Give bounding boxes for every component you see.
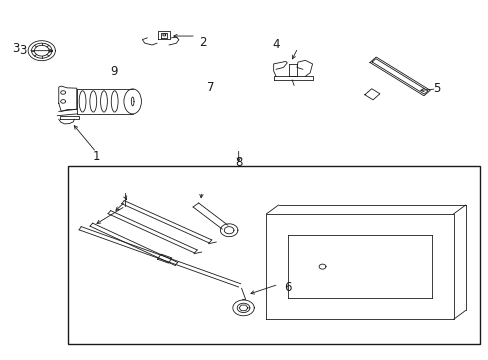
Text: 2: 2: [199, 36, 206, 49]
Text: 5: 5: [432, 82, 439, 95]
Text: 7: 7: [206, 81, 214, 94]
Text: 8: 8: [235, 156, 242, 169]
Bar: [68, 166, 479, 344]
Text: 4: 4: [272, 38, 279, 51]
Text: 9: 9: [110, 64, 118, 77]
Text: 6: 6: [284, 282, 291, 294]
Text: 3: 3: [13, 42, 20, 55]
Text: 3: 3: [20, 44, 27, 57]
Text: 1: 1: [92, 150, 100, 163]
